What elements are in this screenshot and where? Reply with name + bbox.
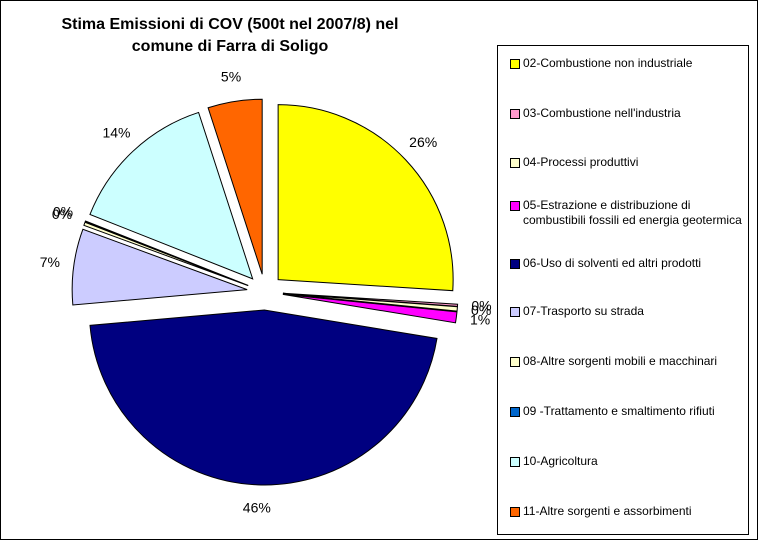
- pie-slice: [207, 98, 263, 275]
- legend-label: 02-Combustione non industriale: [523, 56, 693, 70]
- legend-item: 02-Combustione non industriale: [510, 56, 742, 71]
- data-label: 26%: [409, 134, 437, 150]
- pie-slice: [89, 111, 254, 280]
- data-label: 14%: [102, 125, 130, 141]
- data-label: 5%: [221, 68, 241, 84]
- pie-slice: [277, 104, 454, 292]
- pie-slice: [282, 293, 458, 312]
- pie-slice: [71, 228, 248, 306]
- pie-slice: [282, 293, 458, 324]
- legend-item: 06-Uso di solventi ed altri prodotti: [510, 256, 742, 271]
- pie-slice: [84, 220, 249, 286]
- data-label: 0%: [53, 203, 73, 219]
- data-label: 0%: [471, 298, 491, 314]
- legend-item: 09 -Trattamento e smaltimento rifiuti: [510, 404, 742, 419]
- legend-label: 08-Altre sorgenti mobili e macchinari: [523, 354, 718, 368]
- legend-swatch: [510, 307, 520, 317]
- legend-swatch: [510, 259, 520, 269]
- legend-label: 10-Agricoltura: [523, 454, 598, 468]
- legend-label: 11-Altre sorgenti e assorbimenti: [523, 504, 692, 518]
- data-label: 46%: [243, 500, 271, 516]
- legend-item: 03-Combustione nell'industria: [510, 106, 742, 121]
- legend-item: 04-Processi produttivi: [510, 155, 742, 170]
- legend-swatch: [510, 59, 520, 69]
- legend-label: 04-Processi produttivi: [523, 155, 639, 169]
- legend-swatch: [510, 457, 520, 467]
- legend-swatch: [510, 357, 520, 367]
- legend-item: 11-Altre sorgenti e assorbimenti: [510, 504, 742, 519]
- legend-label: 06-Uso di solventi ed altri prodotti: [523, 256, 702, 270]
- legend-label: 07-Trasporto su strada: [523, 304, 644, 318]
- legend-item: 10-Agricoltura: [510, 454, 742, 469]
- legend-swatch: [510, 507, 520, 517]
- legend-item: 05-Estrazione e distribuzione di combust…: [510, 198, 742, 228]
- legend-label: 05-Estrazione e distribuzione di combust…: [523, 198, 742, 227]
- legend-swatch: [510, 201, 520, 211]
- legend-item: 08-Altre sorgenti mobili e macchinari: [510, 354, 742, 369]
- legend-label: 09 -Trattamento e smaltimento rifiuti: [523, 404, 715, 418]
- data-label: 0%: [52, 206, 72, 222]
- data-label: 7%: [40, 254, 60, 270]
- legend-swatch: [510, 407, 520, 417]
- legend-label: 03-Combustione nell'industria: [523, 106, 681, 120]
- data-label: 0%: [471, 302, 491, 318]
- data-label: 1%: [470, 311, 490, 327]
- legend: 02-Combustione non industriale 03-Combust…: [497, 45, 749, 535]
- legend-swatch: [510, 158, 520, 168]
- chart-title: Stima Emissioni di COV (500t nel 2007/8)…: [61, 16, 399, 55]
- pie-slice: [89, 309, 438, 486]
- legend-item: 07-Trasporto su strada: [510, 304, 742, 319]
- legend-swatch: [510, 109, 520, 119]
